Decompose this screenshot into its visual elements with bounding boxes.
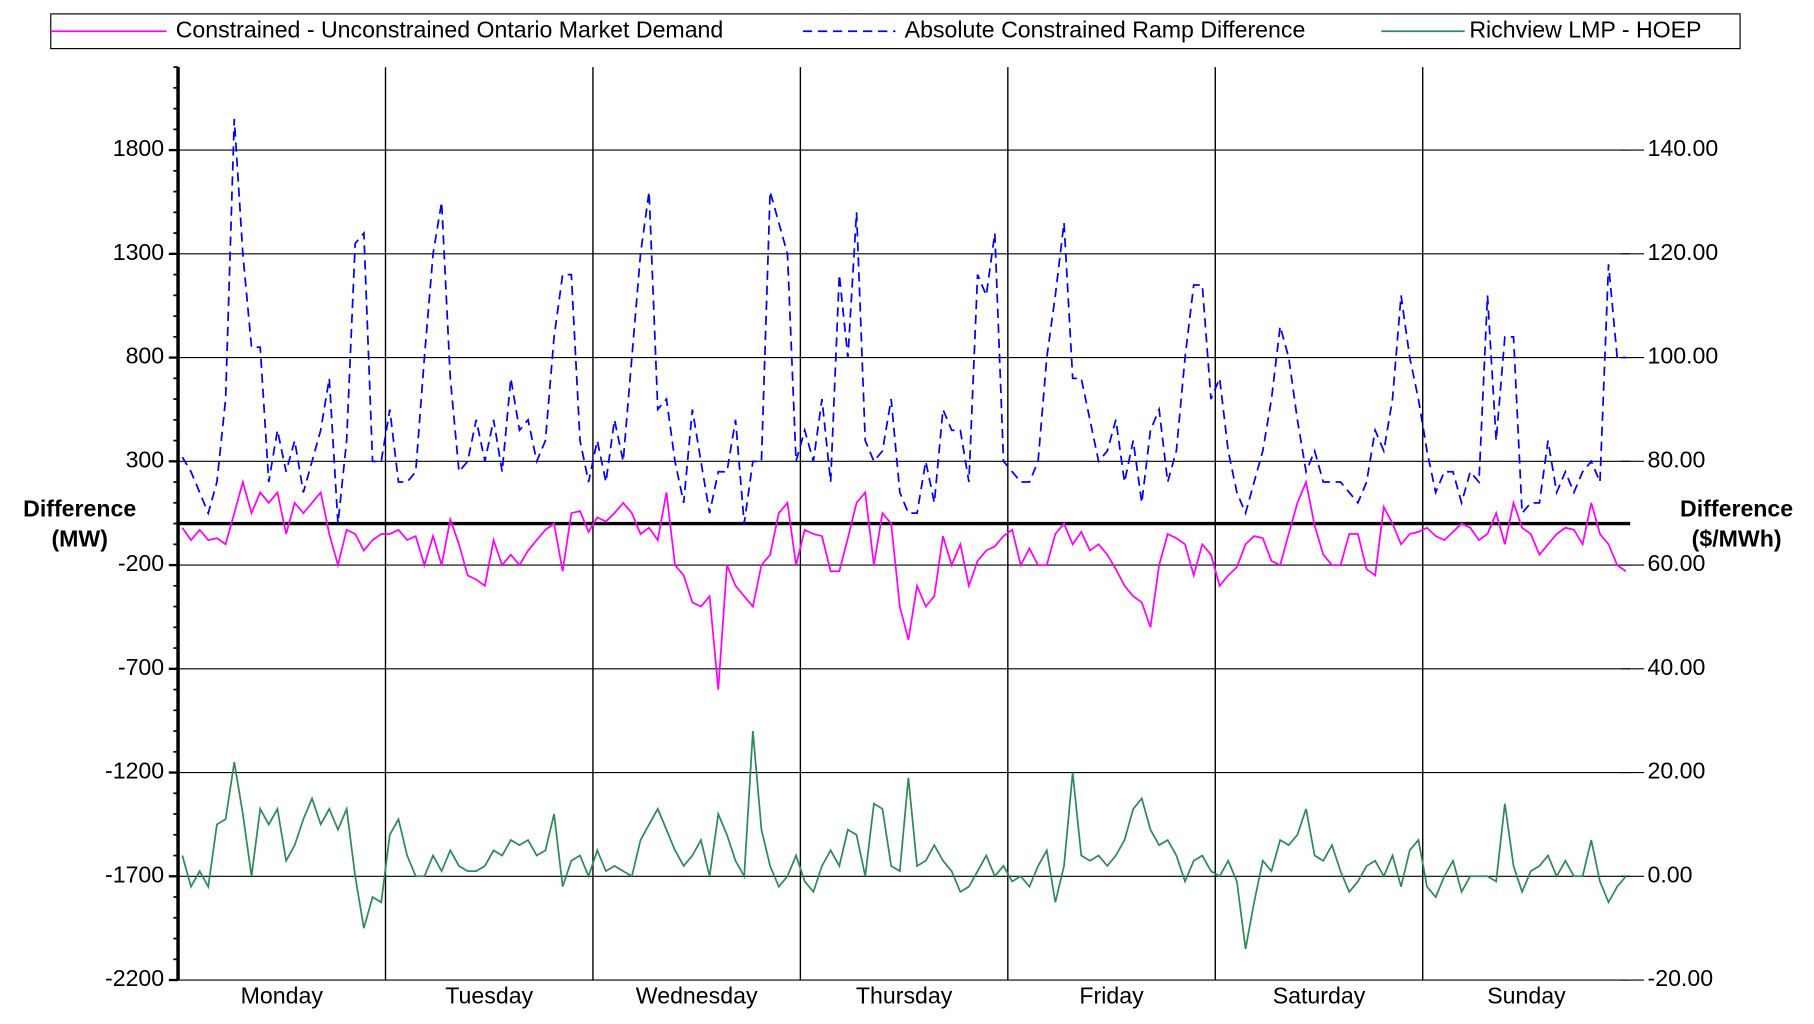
series-line [181,118,1626,524]
y-tick-label: 1300 [113,239,164,265]
y2-axis-label: Difference [1680,495,1793,521]
y2-tick-label: 0.00 [1648,861,1693,887]
x-tick-label: Sunday [1487,982,1566,1008]
legend-label: Absolute Constrained Ramp Difference [905,16,1306,42]
y-tick-label: -2200 [105,965,164,991]
x-tick-label: Saturday [1273,982,1366,1008]
y-tick-label: -1200 [105,758,164,784]
y2-tick-label: -20.00 [1648,965,1714,991]
y2-tick-label: 140.00 [1648,135,1719,161]
y-tick-label: 1800 [113,135,164,161]
y2-tick-label: 40.00 [1648,654,1706,680]
x-tick-label: Friday [1079,982,1144,1008]
legend-label: Richview LMP - HOEP [1469,16,1701,42]
x-tick-label: Monday [241,982,324,1008]
y2-tick-label: 100.00 [1648,343,1719,369]
y2-tick-label: 80.00 [1648,446,1706,472]
legend-label: Constrained - Unconstrained Ontario Mark… [176,16,724,42]
y2-axis-label: ($/MWh) [1692,525,1782,551]
x-tick-label: Wednesday [636,982,758,1008]
x-tick-label: Tuesday [445,982,533,1008]
series-line [181,730,1627,950]
y2-tick-label: 60.00 [1648,550,1706,576]
y-axis-label: Difference [23,495,136,521]
x-tick-label: Thursday [856,982,953,1008]
series-line [181,478,1627,690]
y-tick-label: 800 [126,343,165,369]
y-tick-label: 300 [126,446,165,472]
y-tick-label: -200 [118,550,164,576]
y2-tick-label: 20.00 [1648,758,1706,784]
y-tick-label: -1700 [105,861,164,887]
y-tick-label: -700 [118,654,164,680]
y2-tick-label: 120.00 [1648,239,1719,265]
y-axis-label: (MW) [51,525,107,551]
